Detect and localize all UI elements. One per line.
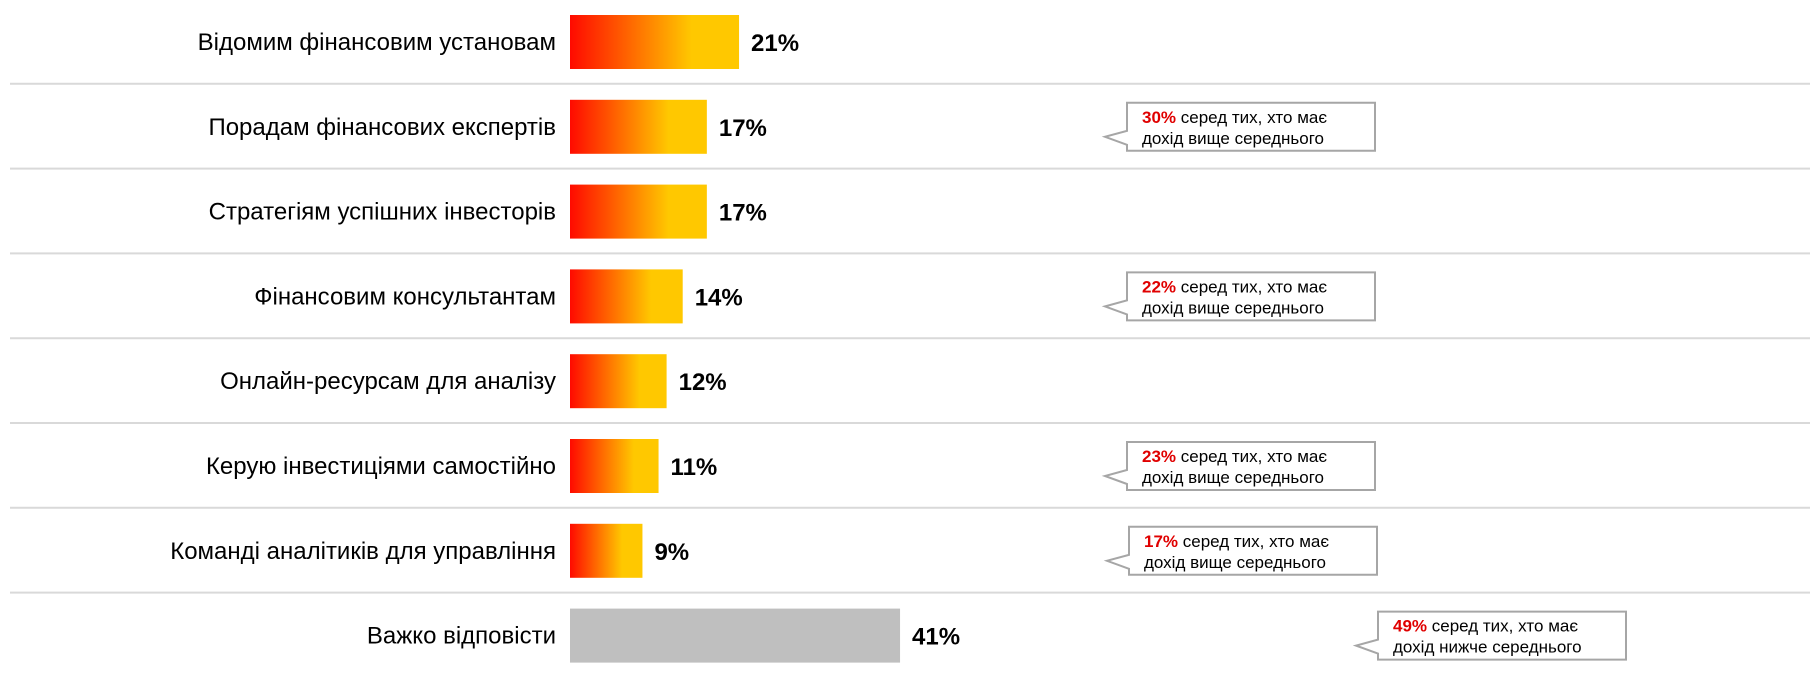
callout-text: серед тих, хто має xyxy=(1178,532,1329,551)
category-label: Порадам фінансових експертів xyxy=(208,114,556,141)
callout-line-2: дохід нижче середнього xyxy=(1393,638,1582,657)
category-label: Фінансовим консультантам xyxy=(254,283,556,310)
callout-box xyxy=(1101,271,1376,322)
value-labels: 21% 17% 17% 14% 12% 11% 9% 41% xyxy=(654,30,960,651)
category-label: Стратегіям успішних інвесторів xyxy=(209,199,556,226)
callout-text: серед тих, хто має xyxy=(1427,617,1578,636)
callout-value: 30% xyxy=(1142,108,1176,127)
callout: 17% серед тих, хто має дохід вище середнь… xyxy=(1103,525,1378,576)
callout-value: 17% xyxy=(1144,532,1178,551)
callout-text: серед тих, хто має xyxy=(1176,277,1327,296)
category-label: Відомим фінансовим установам xyxy=(198,29,556,56)
value-label: 11% xyxy=(671,454,718,481)
category-label: Керую інвестиціями самостійно xyxy=(206,453,556,480)
callout-line-1: 30% серед тих, хто має xyxy=(1142,108,1327,127)
bar-1 xyxy=(570,15,740,69)
callout-text: серед тих, хто має xyxy=(1176,447,1327,466)
callout-box xyxy=(1101,101,1376,152)
bar-3 xyxy=(570,184,707,239)
callout-value: 49% xyxy=(1393,617,1427,636)
bars-group xyxy=(570,15,901,663)
callout-line-2: дохід вище середнього xyxy=(1142,129,1324,148)
bar-2 xyxy=(570,99,707,154)
value-label: 17% xyxy=(719,200,767,227)
value-label: 14% xyxy=(695,284,743,311)
row-separators xyxy=(10,82,1810,594)
callout-value: 22% xyxy=(1142,277,1176,296)
callout: 23% серед тих, хто має дохід вище середнь… xyxy=(1101,441,1376,491)
callout: 30% серед тих, хто має дохід вище середнь… xyxy=(1101,101,1376,152)
callout-line-2: дохід вище середнього xyxy=(1144,553,1326,572)
callout-line-2: дохід вище середнього xyxy=(1142,298,1324,317)
value-label: 21% xyxy=(751,30,799,57)
callouts-group: 30% серед тих, хто має дохід вище середнь… xyxy=(1101,101,1627,661)
callout: 49% серед тих, хто має дохід нижче середн… xyxy=(1352,610,1627,661)
category-label: Команді аналітиків для управління xyxy=(170,538,556,565)
value-label: 17% xyxy=(719,115,767,142)
category-label: Важко відповісти xyxy=(367,623,556,650)
bar-7 xyxy=(570,523,643,578)
callout-box xyxy=(1352,610,1627,661)
callout: 22% серед тих, хто має дохід вище середнь… xyxy=(1101,271,1376,322)
callout-line-1: 49% серед тих, хто має xyxy=(1393,617,1578,636)
callout-box xyxy=(1103,525,1378,576)
bar-4 xyxy=(570,269,683,324)
value-label: 41% xyxy=(912,624,960,651)
bar-5 xyxy=(570,354,667,409)
bar-8 xyxy=(570,608,901,663)
category-label: Онлайн-ресурсам для аналізу xyxy=(220,368,556,395)
callout-value: 23% xyxy=(1142,447,1176,466)
callout-box xyxy=(1101,441,1376,491)
value-label: 12% xyxy=(679,369,727,396)
callout-line-1: 22% серед тих, хто має xyxy=(1142,277,1327,296)
callout-line-2: дохід вище середнього xyxy=(1142,468,1324,487)
callout-line-1: 17% серед тих, хто має xyxy=(1144,532,1329,551)
bar-6 xyxy=(570,439,659,493)
callout-line-1: 23% серед тих, хто має xyxy=(1142,447,1327,466)
value-label: 9% xyxy=(654,539,689,566)
callout-text: серед тих, хто має xyxy=(1176,108,1327,127)
category-labels: Відомим фінансовим установам Порадам фіна… xyxy=(170,29,556,650)
